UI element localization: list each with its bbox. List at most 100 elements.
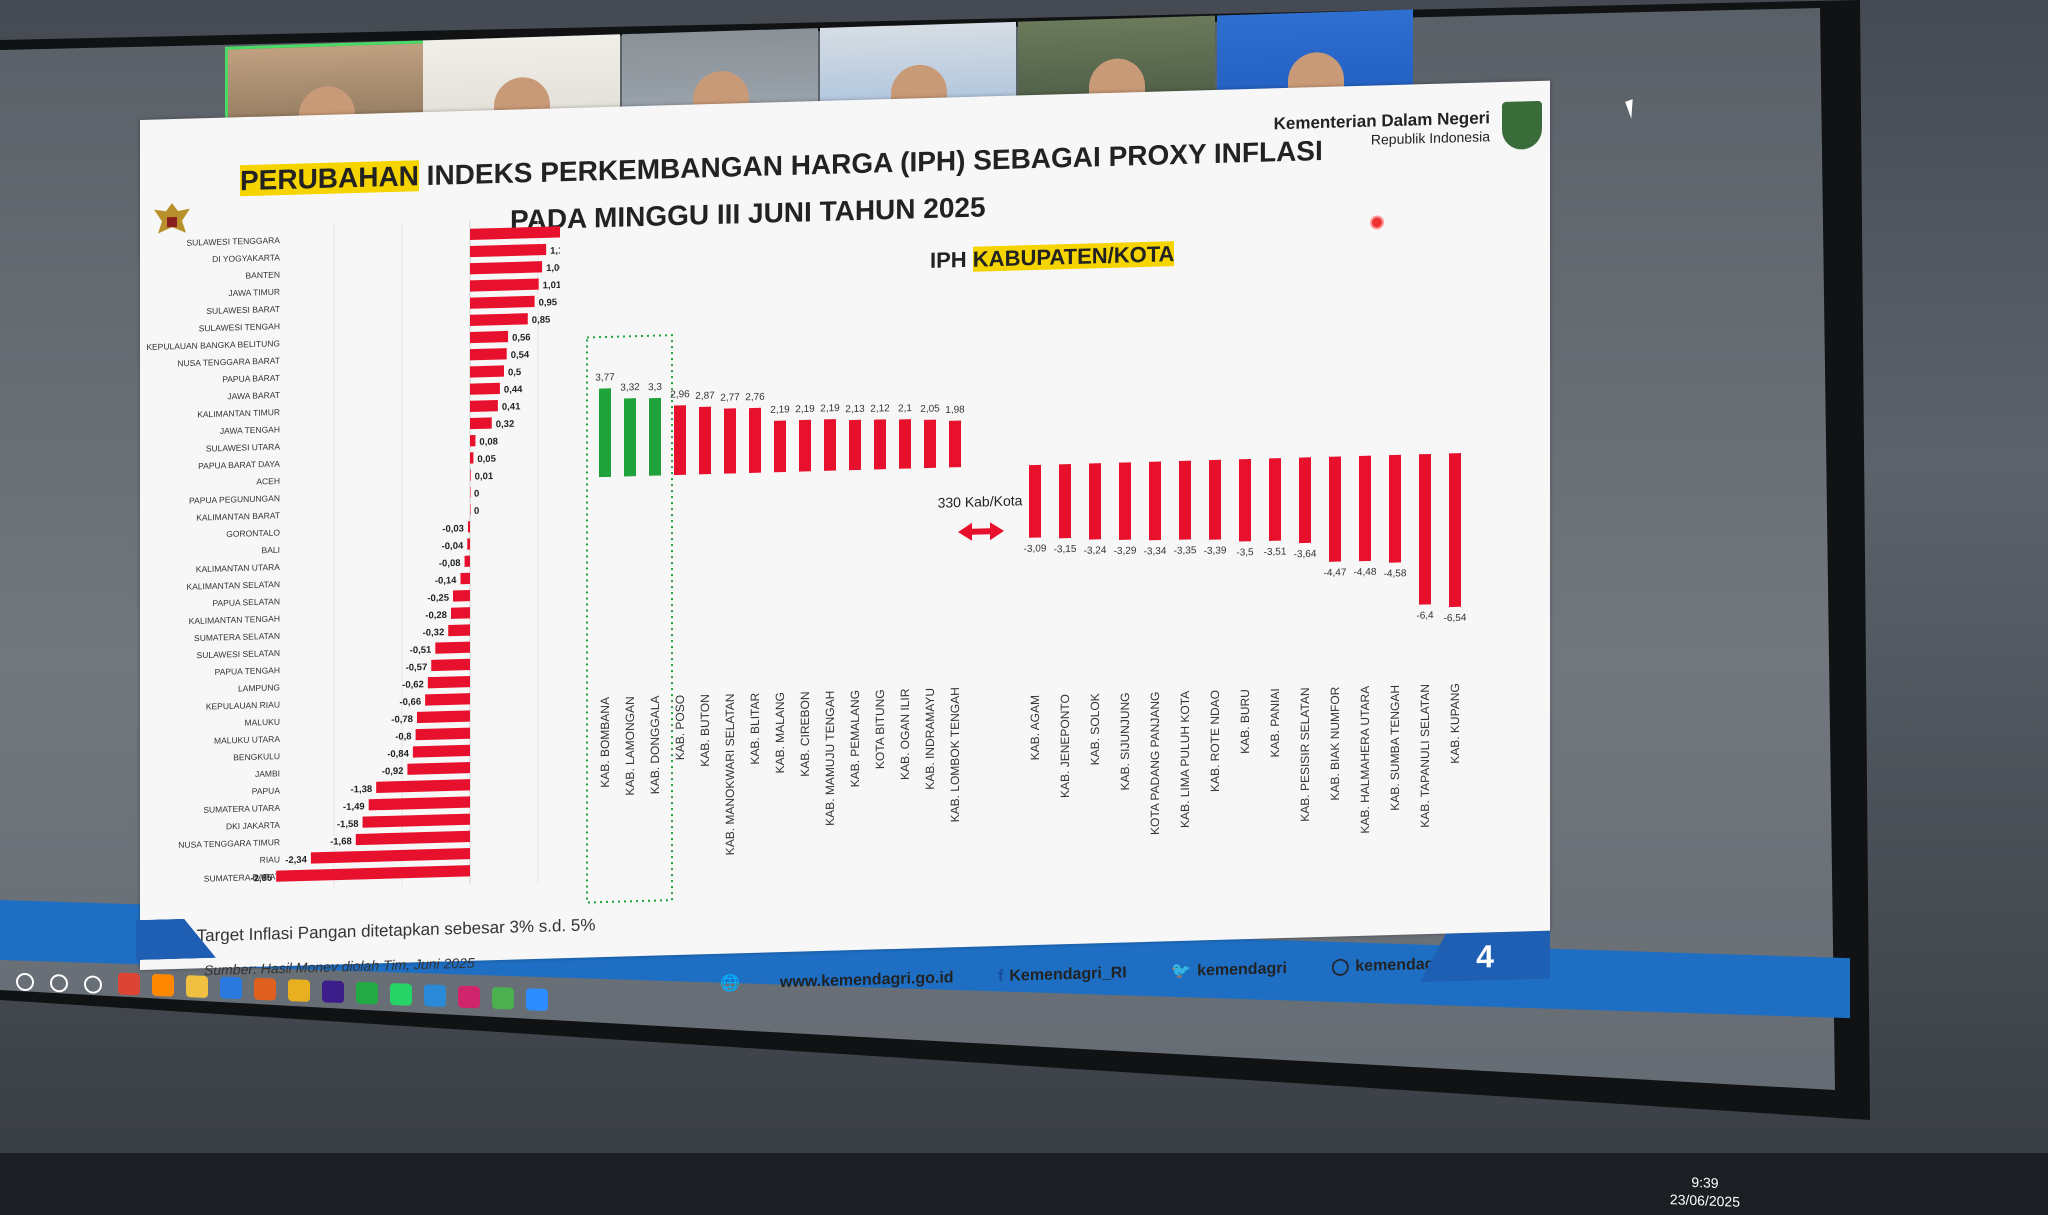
bottom-bar	[1029, 464, 1041, 538]
province-label: MALUKU	[245, 717, 280, 728]
top-category-label: KAB. DONGGALA	[648, 695, 662, 794]
kabupaten-chart: 3,77 KAB. BOMBANA 3,32 KAB. LAMONGAN 3,3 KAB.…	[586, 334, 1467, 904]
bottom-value-label: -3,24	[1084, 545, 1107, 557]
bottom-category-label: KAB. AGAM	[1028, 695, 1042, 761]
windows-store-icon[interactable]	[424, 984, 446, 1008]
province-label: JAWA TENGAH	[220, 424, 280, 436]
bottom-category-label: KAB. PANIAI	[1268, 688, 1282, 758]
task-view-icon[interactable]	[84, 975, 102, 994]
province-bar	[470, 382, 500, 395]
top-bar	[724, 408, 736, 474]
facebook-icon: f	[998, 967, 1004, 986]
top-value-label: 3,77	[595, 372, 615, 384]
province-bar	[276, 865, 470, 882]
bottom-category-label: KAB. JENEPONTO	[1058, 694, 1072, 798]
bottom-category-label: KAB. TAPANULI SELATAN	[1418, 684, 1432, 828]
premiere-icon[interactable]	[322, 980, 344, 1004]
bottom-value-label: -3,64	[1294, 549, 1317, 561]
province-label: PAPUA	[252, 785, 281, 796]
cortana-icon[interactable]	[50, 973, 68, 993]
system-clock[interactable]: 9:39 23/06/2025	[1670, 1172, 1740, 1211]
bottom-category-label: KOTA PADANG PANJANG	[1148, 691, 1162, 835]
province-bar	[470, 503, 471, 516]
province-label: SULAWESI TENGAH	[199, 321, 280, 333]
top-category-label: KAB. BUTON	[698, 694, 712, 767]
province-bar	[470, 330, 509, 344]
top-value-label: 3,32	[620, 382, 640, 394]
province-bar	[412, 744, 471, 758]
bottom-category-label: KAB. SUMBA TENGAH	[1388, 685, 1402, 811]
province-bar	[470, 261, 543, 275]
province-value-label: -0,66	[399, 697, 421, 709]
bottom-category-label: KAB. SOLOK	[1088, 693, 1102, 765]
province-value-label: 0,41	[502, 401, 521, 413]
top-bar	[849, 419, 861, 471]
province-value-label: 0,32	[496, 419, 514, 431]
top-value-label: 2,19	[820, 403, 840, 415]
top-bar	[824, 419, 836, 471]
notepad-icon[interactable]	[356, 981, 378, 1005]
province-value-label: 0	[474, 489, 479, 500]
indesign-icon[interactable]	[458, 985, 480, 1009]
province-bar	[435, 641, 471, 654]
chrome-icon[interactable]	[118, 972, 140, 996]
footer-facebook: Kemendagri_RI	[1009, 964, 1127, 985]
province-value-label: -0,08	[439, 558, 461, 570]
province-bar	[470, 452, 474, 464]
province-value-label: -0,78	[391, 714, 413, 726]
province-bar	[470, 365, 504, 378]
province-label: PAPUA SELATAN	[212, 596, 280, 608]
search-icon[interactable]	[16, 972, 34, 992]
bottom-category-label: KAB. BURU	[1238, 689, 1252, 754]
province-value-label: 0,5	[508, 367, 522, 378]
province-bar	[376, 779, 470, 794]
province-bar	[448, 624, 470, 637]
province-bar	[470, 313, 528, 326]
bottom-value-label: -3,15	[1054, 544, 1077, 556]
province-bar	[415, 727, 471, 741]
settings-icon[interactable]	[254, 977, 276, 1001]
bottom-value-label: -3,34	[1144, 546, 1167, 558]
province-bar	[431, 658, 470, 672]
top-value-label: 2,19	[795, 404, 815, 416]
province-label: MALUKU UTARA	[214, 734, 280, 746]
province-value-label: -0,14	[435, 575, 457, 587]
province-value-label: 0,44	[504, 384, 523, 396]
top-category-label: KAB. LOMBOK TENGAH	[948, 687, 962, 823]
province-value-label: -0,03	[442, 523, 464, 535]
province-value-label: -0,51	[410, 645, 432, 657]
top-bar	[624, 398, 636, 477]
top-value-label: 1,98	[945, 404, 965, 416]
top-category-label: KAB. LAMONGAN	[623, 696, 637, 796]
province-value-label: -0,32	[423, 627, 445, 639]
top-bar	[924, 419, 936, 469]
chrome-icon[interactable]	[288, 979, 310, 1002]
top-value-label: 2,12	[870, 403, 890, 415]
province-label: BENGKULU	[233, 751, 280, 762]
slide-title: PERUBAHAN INDEKS PERKEMBANGAN HARGA (IPH…	[240, 135, 1323, 197]
whatsapp-icon[interactable]	[390, 982, 412, 1006]
firefox-icon[interactable]	[152, 973, 174, 997]
folder-icon[interactable]	[186, 975, 208, 998]
province-label: KALIMANTAN SELATAN	[186, 579, 280, 592]
province-label: SULAWESI UTARA	[206, 441, 280, 453]
top-value-label: 2,05	[920, 403, 940, 415]
top-value-label: 2,87	[695, 390, 715, 402]
top-value-label: 2,96	[670, 389, 690, 401]
province-label: NUSA TENGGARA TIMUR	[178, 837, 280, 850]
chrome-icon[interactable]	[492, 986, 514, 1010]
province-value-label: 0,01	[475, 471, 494, 483]
zoom-icon[interactable]	[526, 988, 548, 1012]
bottom-category-label: KAB. HALMAHERA UTARA	[1358, 686, 1372, 834]
photoshop-icon[interactable]	[220, 976, 242, 1000]
top-category-label: KAB. MAMUJU TENGAH	[823, 691, 837, 827]
province-label: JAWA TIMUR	[228, 287, 280, 298]
bottom-bar	[1419, 453, 1431, 605]
top-bar	[674, 405, 686, 476]
province-label: SUMATERA SELATAN	[194, 631, 280, 643]
top-bar	[799, 419, 811, 472]
province-bar	[453, 589, 470, 602]
bottom-category-label: KAB. ROTE NDAO	[1208, 690, 1222, 792]
bottom-bar	[1449, 453, 1461, 608]
province-bar	[460, 572, 471, 585]
